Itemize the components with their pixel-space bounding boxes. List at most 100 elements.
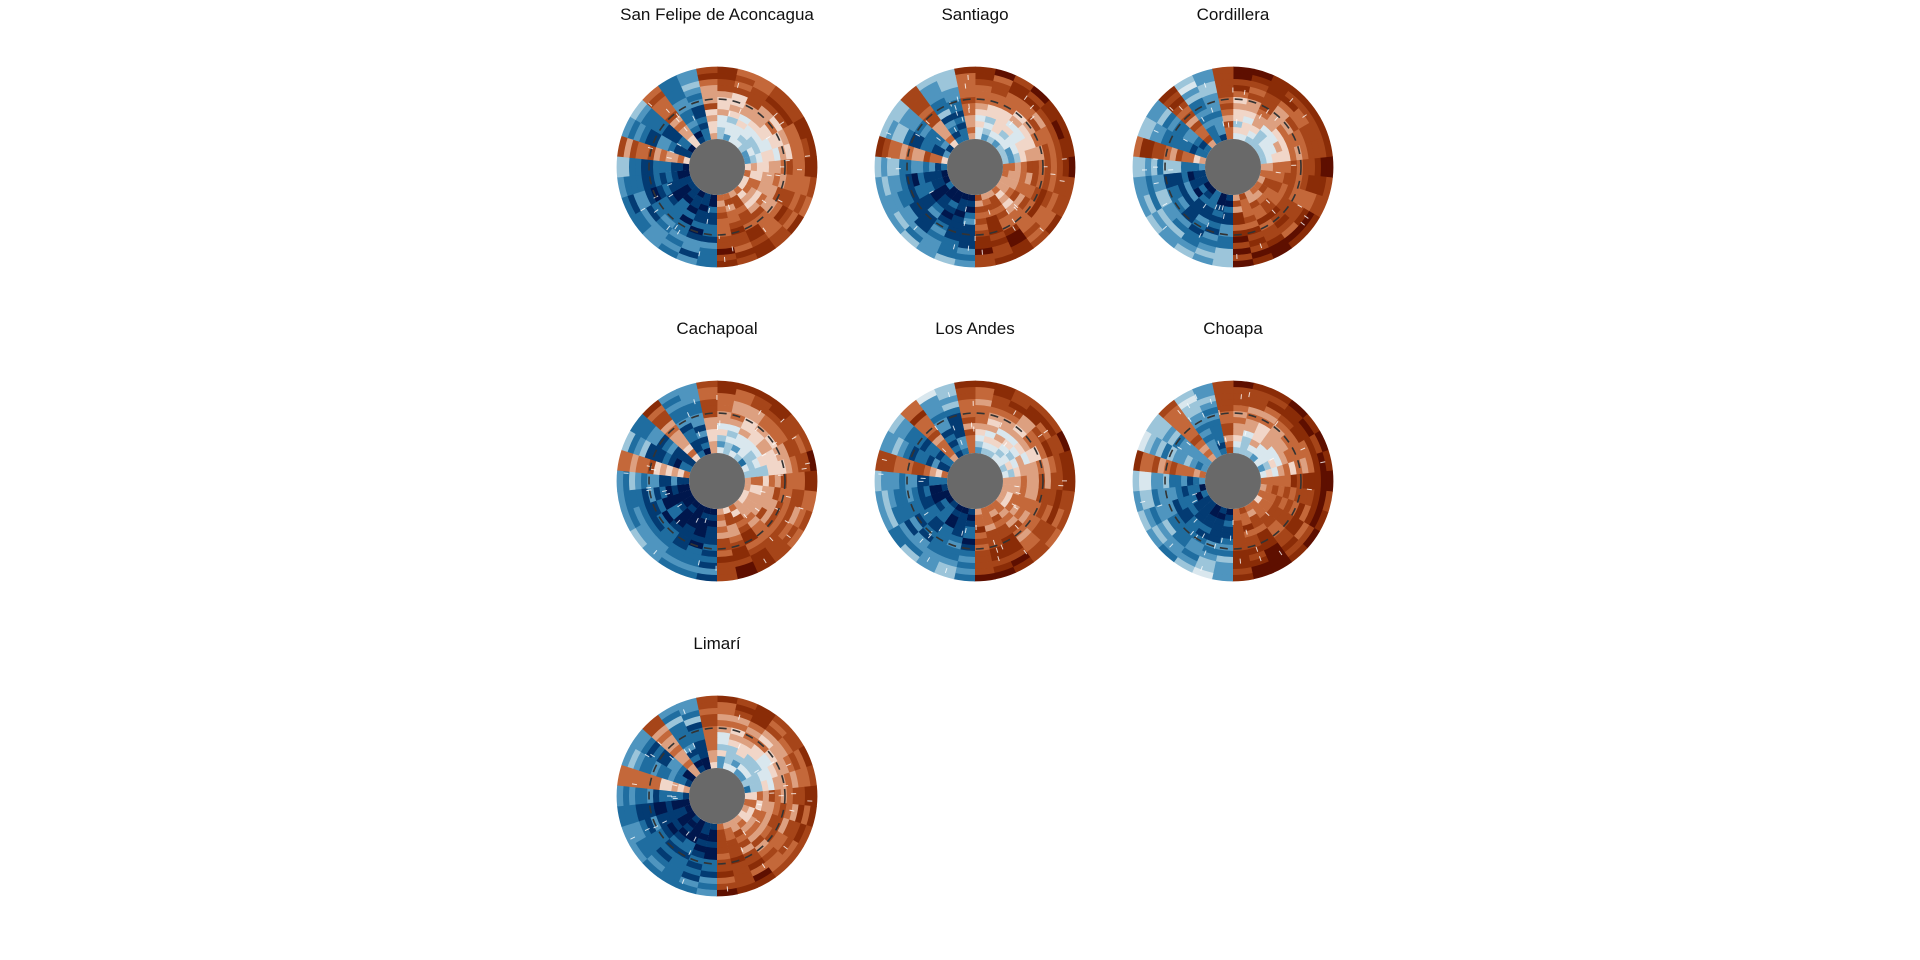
significance-mark: [664, 492, 671, 496]
heat-cell: [1161, 425, 1177, 443]
heat-cell: [919, 195, 932, 211]
significance-mark: [964, 83, 967, 89]
heat-cell: [931, 201, 945, 215]
heat-cell: [1007, 170, 1016, 180]
heat-cell: [617, 135, 628, 158]
heat-cell: [1223, 520, 1233, 528]
heat-cell: [1035, 128, 1048, 146]
heat-cell: [923, 86, 943, 101]
heat-cell: [772, 461, 782, 476]
heat-cell: [936, 213, 952, 226]
heat-cell: [665, 715, 685, 730]
heat-cell: [917, 527, 934, 543]
heat-cell: [1064, 449, 1075, 472]
panel-1: Santiago: [874, 5, 1076, 268]
heat-cell: [754, 800, 764, 811]
heat-cell: [974, 200, 984, 208]
heat-cell: [1216, 549, 1233, 558]
heat-cell: [655, 531, 673, 548]
heat-cell: [1206, 103, 1222, 115]
significance-mark: [1004, 451, 1010, 456]
heat-cell: [652, 486, 662, 501]
heat-cell: [716, 567, 737, 576]
heat-cell: [696, 66, 718, 76]
heat-cell: [716, 520, 727, 528]
heat-cell: [933, 416, 950, 430]
heat-cell: [1166, 515, 1181, 533]
heat-cell: [1206, 219, 1221, 230]
heat-cell: [1198, 522, 1212, 535]
heat-cell: [1253, 209, 1268, 221]
heat-cell: [1056, 196, 1071, 218]
heat-cell: [634, 157, 642, 176]
heat-cell: [760, 485, 770, 498]
heat-cell: [1232, 241, 1251, 250]
heat-cell: [936, 561, 957, 574]
heat-cell: [755, 822, 768, 836]
heat-cell: [1214, 247, 1233, 256]
reference-ring: [906, 412, 1044, 550]
heat-cell: [1040, 439, 1054, 458]
heat-cell: [898, 207, 915, 227]
heat-cell: [1274, 419, 1291, 435]
heat-cell: [771, 858, 792, 878]
heat-cell: [943, 204, 957, 215]
heat-cell: [1267, 190, 1279, 203]
heat-cell: [682, 768, 692, 779]
panel-0: San Felipe de Aconcagua: [616, 5, 818, 268]
heat-cell: [974, 258, 996, 268]
heat-cell: [1265, 547, 1285, 562]
heat-cell: [727, 738, 742, 749]
heat-cell: [676, 68, 698, 82]
heat-cell: [704, 531, 717, 540]
heat-cell: [693, 423, 707, 434]
heat-cell: [740, 443, 752, 455]
heat-cell: [995, 457, 1005, 468]
significance-mark: [995, 547, 999, 553]
heat-cell: [681, 394, 701, 407]
heat-cell: [909, 221, 927, 239]
heat-cell: [1233, 404, 1250, 413]
heat-cell: [723, 827, 734, 836]
heat-cell: [1271, 127, 1284, 142]
heat-cell: [1201, 406, 1219, 418]
heat-cell: [622, 470, 630, 491]
heat-cell: [1263, 405, 1282, 420]
heat-cell: [980, 447, 990, 456]
heat-cell: [1003, 97, 1021, 111]
heat-cell: [752, 867, 773, 883]
heat-cell: [1186, 466, 1196, 477]
significance-mark: [926, 557, 931, 562]
heat-cell: [709, 194, 717, 202]
heat-cell: [736, 697, 759, 711]
heat-cell: [1025, 134, 1037, 150]
heat-cell: [669, 428, 684, 443]
heat-cell: [634, 471, 642, 490]
heat-cell: [974, 241, 993, 250]
heat-cell: [1293, 107, 1310, 127]
heat-cell: [1303, 192, 1318, 212]
heat-cell: [1268, 394, 1289, 411]
heat-cell: [1133, 490, 1144, 513]
heat-cell: [1180, 547, 1200, 562]
heat-cell: [716, 211, 728, 220]
heat-cell: [743, 470, 752, 479]
heat-cell: [751, 772, 762, 784]
heat-cell: [1023, 95, 1041, 113]
heat-cell: [1132, 155, 1140, 178]
heat-cell: [682, 470, 691, 479]
heat-cell: [699, 870, 717, 879]
heat-cell: [994, 68, 1017, 82]
heat-cell: [676, 382, 698, 396]
heat-cell: [1029, 229, 1050, 249]
heat-cell: [1018, 464, 1028, 477]
heat-cell: [1225, 132, 1234, 140]
heat-cell: [924, 192, 937, 207]
heat-cell: [1013, 389, 1035, 406]
heat-cell: [1188, 411, 1205, 425]
heat-cell: [735, 703, 756, 716]
heat-cell: [1293, 128, 1306, 146]
heat-cell: [722, 821, 731, 830]
heat-cell: [992, 80, 1012, 93]
heat-cell: [934, 170, 943, 180]
